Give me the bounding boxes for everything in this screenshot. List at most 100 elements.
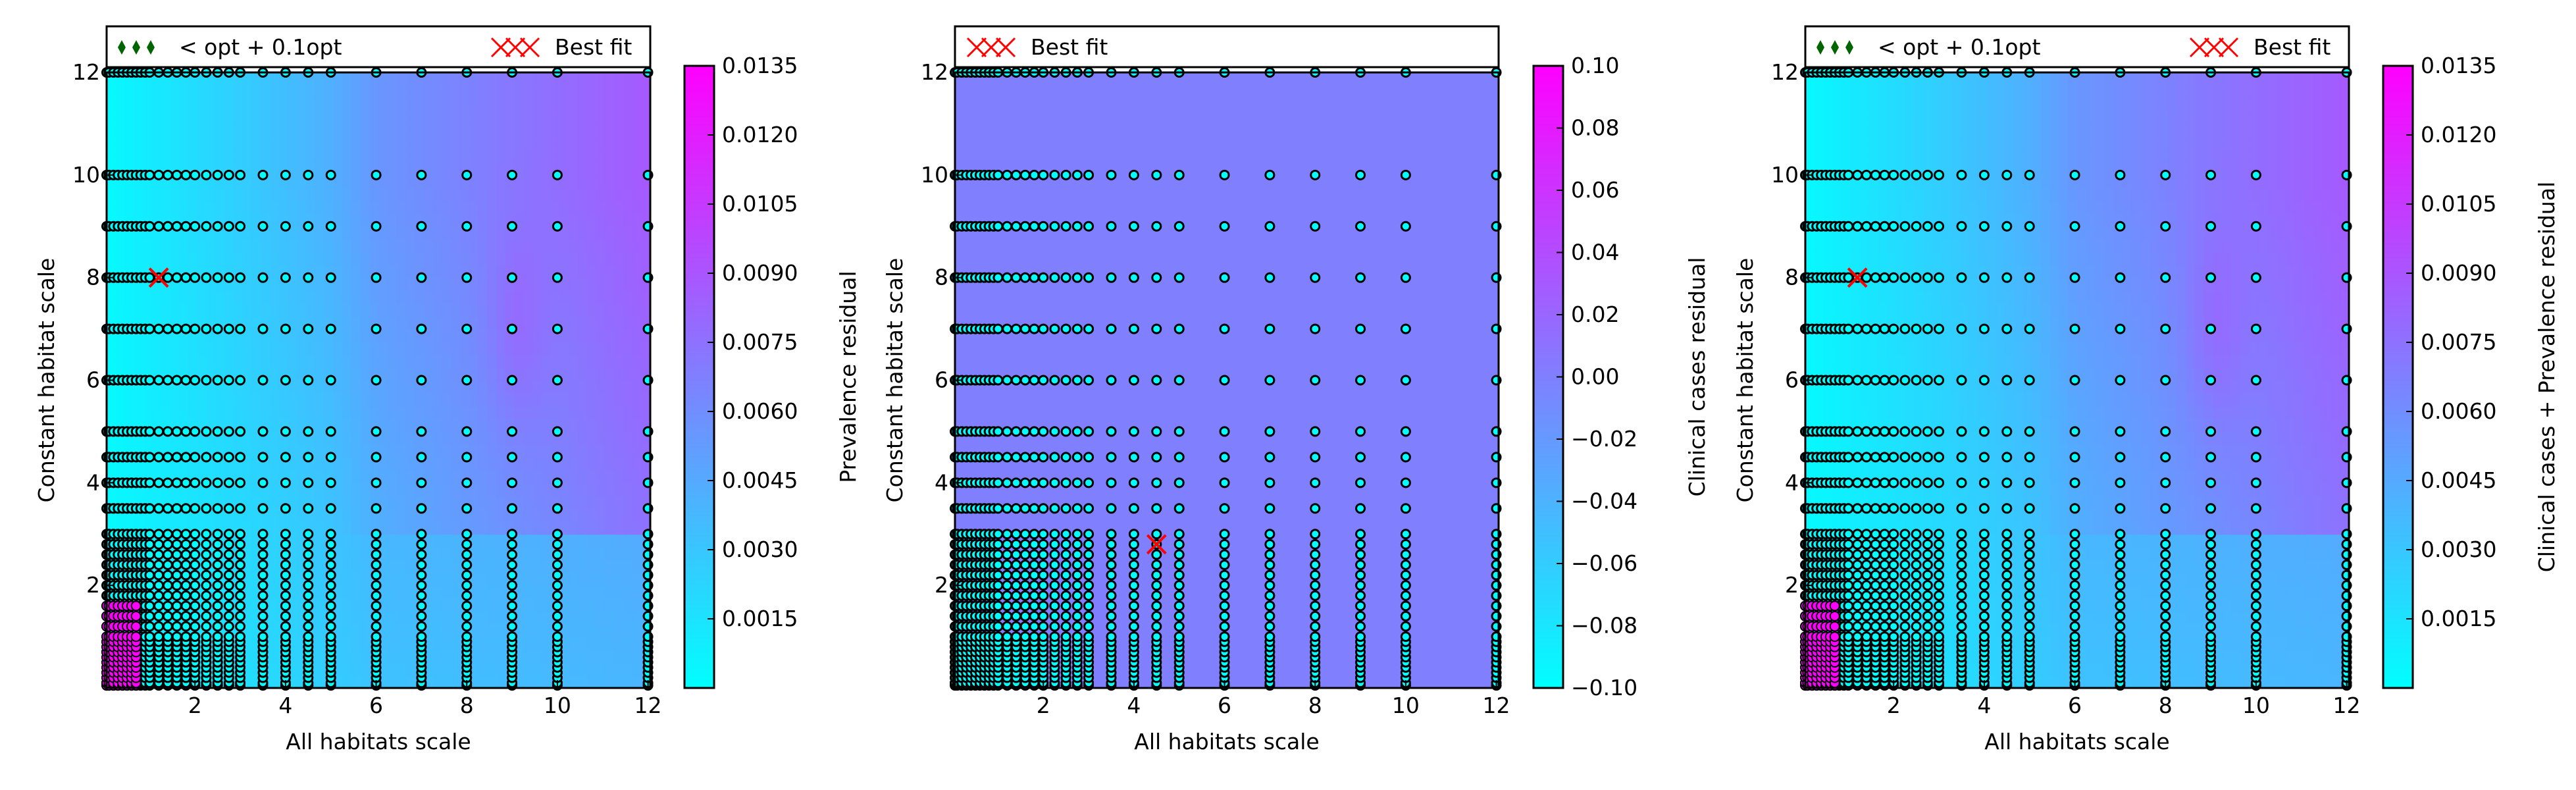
sample-point xyxy=(1843,631,1854,643)
near-optimal-point xyxy=(1829,610,1840,621)
sample-point xyxy=(1870,621,1881,632)
sample-point xyxy=(2069,452,2080,463)
sample-point xyxy=(201,221,212,232)
sample-point xyxy=(144,452,155,463)
sample-point xyxy=(416,600,427,612)
sample-point xyxy=(171,580,182,591)
legend-diamond-icon xyxy=(118,40,126,55)
sample-point xyxy=(2205,580,2217,591)
sample-point xyxy=(1038,529,1049,540)
sample-point xyxy=(153,477,165,488)
sample-point xyxy=(507,323,518,334)
sample-point xyxy=(1978,621,1990,632)
sample-point xyxy=(201,539,212,550)
sample-point xyxy=(1934,539,1945,550)
sample-point xyxy=(223,600,234,612)
sample-point xyxy=(190,631,201,643)
sample-point xyxy=(1934,560,1945,570)
colorbar-tick-label: 0.00 xyxy=(1571,364,1619,390)
sample-point xyxy=(2069,169,2080,180)
sample-point xyxy=(1843,621,1854,632)
sample-point xyxy=(2205,221,2217,232)
sample-point xyxy=(1049,169,1060,180)
sample-point xyxy=(1934,549,1945,560)
sample-point xyxy=(1083,529,1095,540)
sample-point xyxy=(1173,539,1185,550)
sample-point xyxy=(992,323,1004,334)
sample-point xyxy=(552,272,563,283)
sample-point xyxy=(1400,452,1411,463)
sample-point xyxy=(257,560,269,570)
sample-point xyxy=(1010,323,1021,334)
sample-point xyxy=(1870,631,1881,643)
sample-point xyxy=(1310,600,1321,612)
x-tick-label: 8 xyxy=(460,693,474,718)
sample-point xyxy=(1879,221,1890,232)
sample-point xyxy=(180,560,192,570)
sample-point xyxy=(1002,600,1013,612)
sample-point xyxy=(303,610,314,621)
sample-point xyxy=(1879,539,1890,550)
sample-point xyxy=(1010,631,1021,643)
sample-point xyxy=(552,590,563,601)
y-tick-label: 2 xyxy=(86,572,100,598)
sample-point xyxy=(2205,323,2217,334)
sample-point xyxy=(1002,590,1013,601)
sample-point xyxy=(280,503,291,514)
sample-point xyxy=(1899,569,1911,581)
sample-point xyxy=(1038,569,1049,581)
sample-point xyxy=(1934,590,1945,601)
sample-point xyxy=(1899,323,1911,334)
sample-point xyxy=(190,272,201,283)
sample-point xyxy=(2069,323,2080,334)
sample-point xyxy=(461,610,473,621)
sample-point xyxy=(461,221,473,232)
sample-point xyxy=(1310,539,1321,550)
sample-point xyxy=(1173,580,1185,591)
sample-point xyxy=(2205,539,2217,550)
sample-point xyxy=(2024,569,2035,581)
sample-point xyxy=(144,600,155,612)
sample-point xyxy=(235,503,246,514)
sample-point xyxy=(171,375,182,386)
colorbar-tick-label: 0.0015 xyxy=(2421,606,2496,631)
sample-point xyxy=(1049,503,1060,514)
sample-point xyxy=(1843,610,1854,621)
sample-point xyxy=(2069,560,2080,570)
colorbar-tick-label: 0.0105 xyxy=(2421,191,2496,217)
sample-point xyxy=(212,221,223,232)
sample-point xyxy=(1843,580,1854,591)
sample-point xyxy=(2115,169,2126,180)
sample-point xyxy=(1071,375,1083,386)
sample-point xyxy=(1173,621,1185,632)
sample-point xyxy=(1861,610,1872,621)
sample-point xyxy=(180,621,192,632)
sample-point xyxy=(180,477,192,488)
sample-point xyxy=(1934,580,1945,591)
sample-point xyxy=(1978,529,1990,540)
sample-point xyxy=(1888,272,1899,283)
sample-point xyxy=(180,631,192,643)
sample-point xyxy=(303,631,314,643)
sample-point xyxy=(1151,452,1162,463)
sample-point xyxy=(507,169,518,180)
sample-point xyxy=(1106,631,1117,643)
sample-point xyxy=(162,580,173,591)
sample-point xyxy=(223,529,234,540)
sample-point xyxy=(1911,549,1922,560)
y-axis-label: Constant habitat scale xyxy=(882,258,908,503)
sample-point xyxy=(1173,323,1185,334)
sample-point xyxy=(552,569,563,581)
sample-point xyxy=(162,529,173,540)
sample-point xyxy=(1029,610,1040,621)
y-tick-label: 8 xyxy=(86,265,100,290)
sample-point xyxy=(1071,549,1083,560)
sample-point xyxy=(1879,631,1890,643)
sample-point xyxy=(1899,539,1911,550)
sample-point xyxy=(1083,477,1095,488)
sample-point xyxy=(1049,590,1060,601)
sample-point xyxy=(371,221,382,232)
sample-point xyxy=(162,426,173,437)
sample-point xyxy=(180,529,192,540)
sample-point xyxy=(303,600,314,612)
